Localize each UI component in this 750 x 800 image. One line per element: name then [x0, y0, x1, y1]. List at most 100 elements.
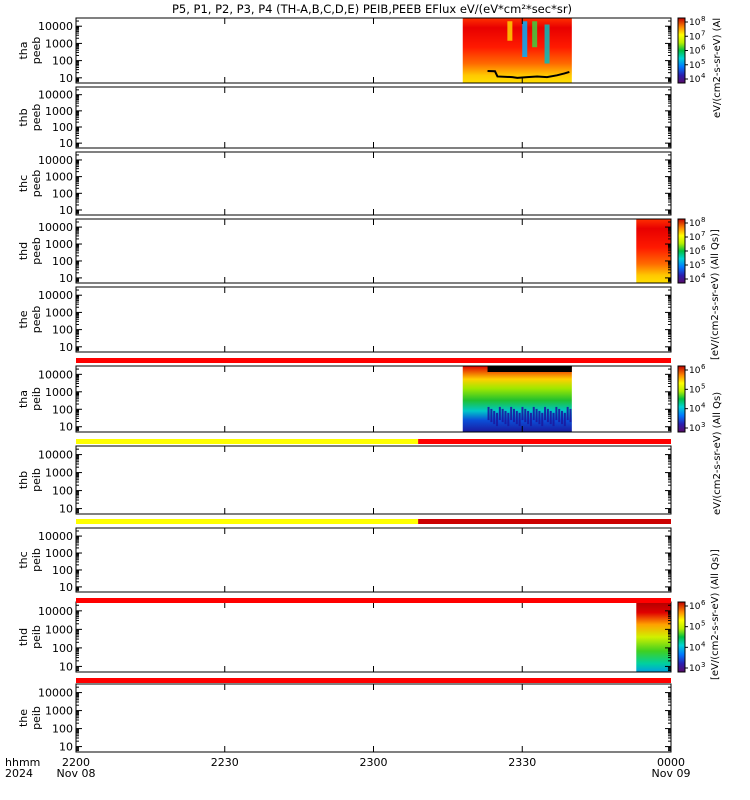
- panel-species-label: peeb: [30, 237, 43, 265]
- panel-species-label: peib: [30, 548, 43, 572]
- colorbar-tick-label: 10: [689, 623, 701, 633]
- spectrogram-streak: [522, 21, 528, 57]
- spectrogram-speckle: [549, 410, 552, 425]
- colorbar: [677, 17, 686, 84]
- panel-species-label: peeb: [30, 37, 43, 65]
- mode-bar-segment: [418, 439, 671, 444]
- panel-probe-label: the: [17, 709, 30, 727]
- y-tick-label: 100: [52, 324, 73, 337]
- colorbar-tick-exponent: 7: [701, 230, 705, 238]
- mode-bar-segment: [418, 519, 671, 524]
- colorbar-tick-exponent: 6: [701, 599, 706, 607]
- y-tick-label: 100: [52, 642, 73, 655]
- spectrogram-speckle: [555, 406, 558, 421]
- colorbar-tick-label: 10: [689, 233, 701, 243]
- y-tick-label: 10: [59, 421, 73, 434]
- spectrogram-speckle: [566, 406, 569, 421]
- colorbar: [677, 218, 686, 284]
- colorbar-tick-label: 10: [689, 366, 701, 376]
- y-tick-label: 100: [52, 121, 73, 134]
- y-tick-label: 10: [59, 272, 73, 285]
- y-tick-label: 10000: [38, 154, 73, 167]
- panel-probe-label: tha: [17, 390, 30, 408]
- y-tick-label: 10: [59, 660, 73, 673]
- colorbar-tick-exponent: 8: [701, 216, 705, 224]
- y-tick-label: 10000: [38, 20, 73, 33]
- colorbar-tick-label: 10: [689, 32, 701, 42]
- y-tick-label: 100: [52, 55, 73, 68]
- panel-species-label: peeb: [30, 306, 43, 334]
- colorbar-tick-label: 10: [689, 18, 701, 28]
- y-tick-label: 100: [52, 564, 73, 577]
- y-tick-label: 1000: [45, 105, 73, 118]
- panel-thc-peib: 10 100 1000 10000 thc peib: [17, 527, 672, 594]
- spectrogram-speckle: [558, 408, 561, 423]
- panel-probe-label: thb: [17, 471, 30, 489]
- panel-thc-peeb: 10 100 1000 10000 thc peeb: [17, 151, 672, 217]
- colorbar-unit-label-1: eV/(cm2-s-sr-eV) (Al: [712, 18, 723, 118]
- spectrogram-speckle: [538, 410, 541, 425]
- y-tick-label: 1000: [45, 547, 73, 560]
- spectrogram-streak: [532, 21, 538, 48]
- spectrogram-block: [636, 602, 671, 672]
- colorbar-tick-label: 10: [689, 75, 701, 85]
- panel-frame: [75, 527, 672, 593]
- colorbar-tick-label: 10: [689, 61, 701, 71]
- panel-species-label: peib: [30, 468, 43, 492]
- panel-species-label: peeb: [30, 104, 43, 132]
- mode-bar-segment: [76, 439, 419, 444]
- colorbar-unit-label-4: [eV/(cm2-s-sr-eV) (All Qs)]: [710, 549, 721, 680]
- panel-probe-label: the: [17, 310, 30, 328]
- mode-bar-stack: [76, 358, 671, 683]
- panel-the-peib: 10 100 1000 10000 the peib: [17, 683, 672, 754]
- y-tick-label: 10000: [38, 605, 73, 618]
- panel-probe-label: thd: [17, 242, 30, 260]
- panel-frame: [75, 601, 672, 673]
- spectrogram-block: [636, 219, 671, 283]
- spectrogram-speckle: [524, 408, 527, 423]
- y-tick-label: 1000: [45, 623, 73, 636]
- spectrogram-speckle: [535, 408, 538, 423]
- colorbar-tick-exponent: 5: [701, 258, 705, 266]
- y-tick-label: 10: [59, 72, 73, 85]
- panel-frame: [75, 683, 672, 753]
- colorbar: [677, 365, 686, 433]
- panel-frame: [75, 445, 672, 515]
- colorbar-tick-exponent: 8: [701, 15, 705, 23]
- spectrogram-speckle: [527, 410, 530, 425]
- y-tick-label: 10000: [38, 687, 73, 700]
- x-tick-label: 2330: [508, 756, 536, 769]
- colorbar-tick-exponent: 7: [701, 29, 705, 37]
- spectrogram-block: [462, 18, 572, 83]
- y-tick-label: 1000: [45, 171, 73, 184]
- panel-frame: [75, 17, 672, 84]
- y-tick-label: 10000: [38, 530, 73, 543]
- panel-species-label: peib: [30, 706, 43, 730]
- panel-probe-label: thb: [17, 108, 30, 126]
- spectrogram-speckle: [496, 412, 499, 427]
- panel-species-label: peib: [30, 387, 43, 411]
- colorbar-tick-exponent: 6: [701, 44, 706, 52]
- y-tick-label: 1000: [45, 238, 73, 251]
- spectrogram-speckle: [552, 412, 555, 427]
- spectrogram-speckle: [546, 408, 549, 423]
- colorbar-tick-exponent: 6: [701, 244, 706, 252]
- spectrogram-speckle: [487, 406, 490, 421]
- spectrogram-streak: [507, 21, 513, 41]
- y-tick-label: 10: [59, 581, 73, 594]
- colorbar-tick-label: 10: [689, 247, 701, 257]
- panel-species-label: peib: [30, 625, 43, 649]
- spectrogram-speckle: [504, 410, 507, 425]
- colorbar-tick-exponent: 4: [701, 640, 706, 648]
- spectrogram-speckle: [512, 408, 515, 423]
- mode-bar-segment: [76, 598, 671, 603]
- y-tick-label: 10: [59, 503, 73, 516]
- density-line: [487, 69, 570, 79]
- x-tick-date: Nov 08: [57, 767, 96, 780]
- panel-species-label: peeb: [30, 170, 43, 198]
